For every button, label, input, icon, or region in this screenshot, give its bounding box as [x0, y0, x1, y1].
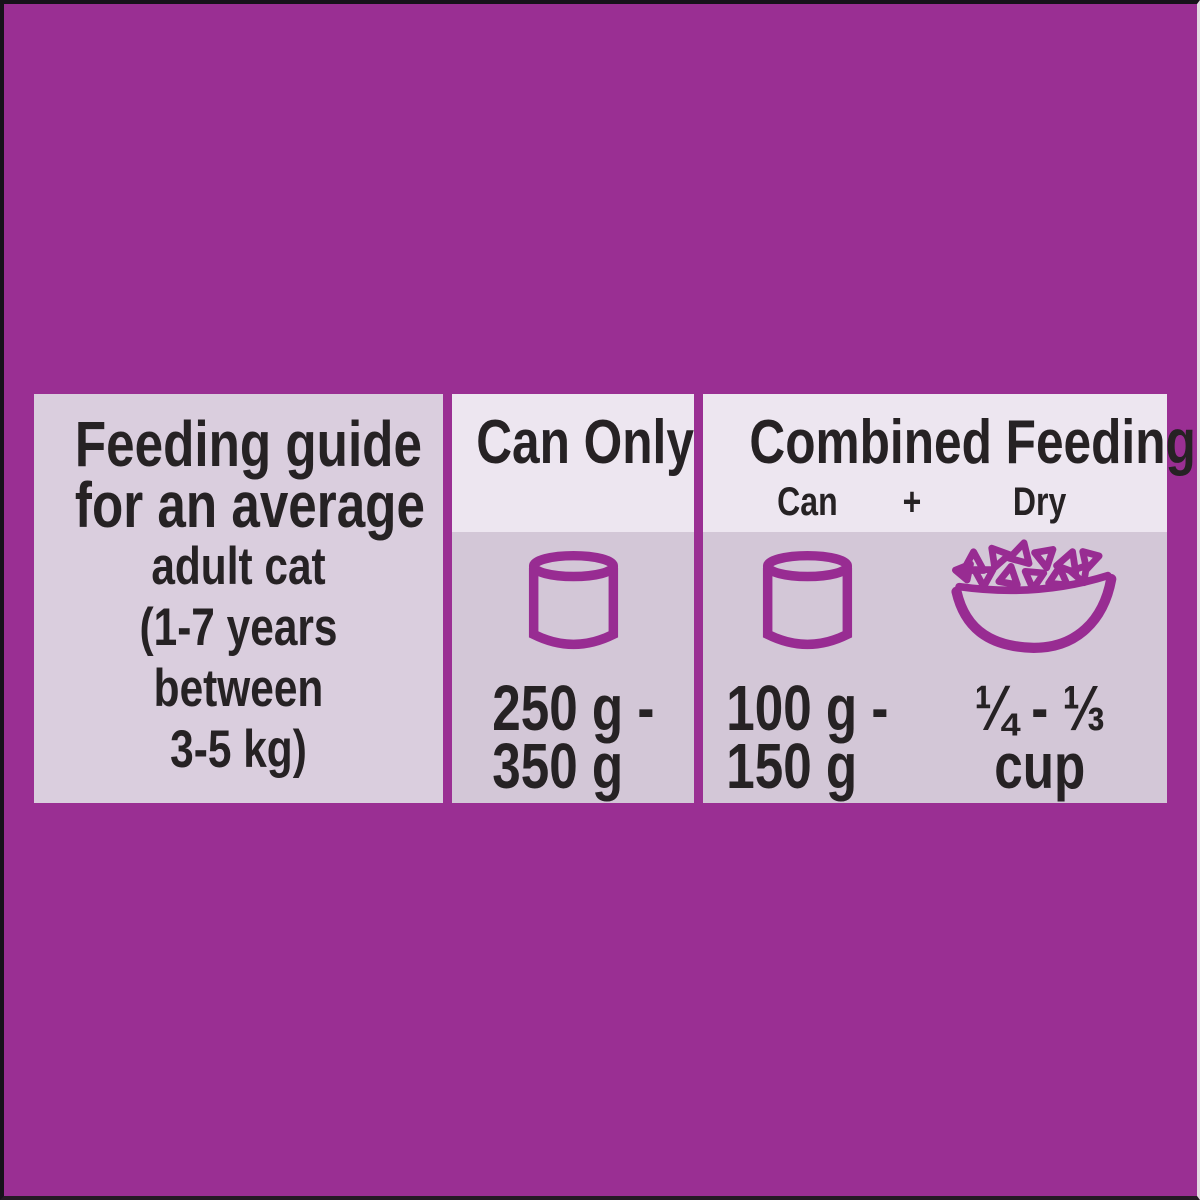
- feeding-guide-title: Feeding guide for an average adult cat (…: [74, 408, 425, 780]
- combined-dry-amount: ¼ - ⅓ cup: [973, 672, 1105, 802]
- can-icon: [760, 548, 855, 660]
- amount-line: 250 g -: [491, 672, 655, 744]
- can-only-amount: 250 g - 350 g: [491, 672, 655, 802]
- combined-can-cell: 100 g - 150 g: [703, 548, 912, 803]
- title-line: for an average: [74, 469, 425, 541]
- combined-header-cell: Combined Feeding Can + Dry: [703, 394, 1196, 532]
- title-line: between: [153, 659, 324, 718]
- title-line: (1-7 years: [139, 598, 338, 657]
- title-line: adult cat: [151, 537, 326, 596]
- amount-line: 150 g: [726, 730, 858, 802]
- can-only-body-cell: 250 g - 350 g: [452, 532, 694, 803]
- combined-feeding-column: Combined Feeding Can + Dry: [703, 394, 1196, 803]
- title-line: 3-5 kg): [170, 720, 307, 779]
- combined-subheader: Can + Dry: [703, 479, 1167, 525]
- combined-body-cell: 100 g - 150 g: [703, 532, 1167, 803]
- combined-feeding-header: Combined Feeding: [749, 408, 1196, 477]
- amount-line: cup: [993, 730, 1085, 802]
- plus-sign: +: [902, 480, 922, 524]
- can-only-column: Can Only 250 g - 350 g: [452, 394, 694, 803]
- amount-line: 100 g -: [726, 672, 889, 744]
- can-only-header: Can Only: [476, 408, 694, 477]
- can-icon: [452, 548, 694, 660]
- title-line: Feeding guide: [74, 408, 422, 480]
- combined-dry-cell: ¼ - ⅓ cup: [912, 539, 1167, 803]
- amount-line: ¼ - ⅓: [973, 672, 1105, 744]
- dry-bowl-icon: [937, 539, 1141, 660]
- can-only-header-cell: Can Only: [452, 394, 694, 532]
- feeding-guide-table: Feeding guide for an average adult cat (…: [34, 394, 1196, 803]
- subheader-dry: Dry: [1012, 480, 1067, 524]
- row-label-cell: Feeding guide for an average adult cat (…: [34, 394, 443, 803]
- combined-can-amount: 100 g - 150 g: [726, 672, 889, 802]
- subheader-can: Can: [777, 480, 838, 524]
- amount-line: 350 g: [491, 730, 623, 802]
